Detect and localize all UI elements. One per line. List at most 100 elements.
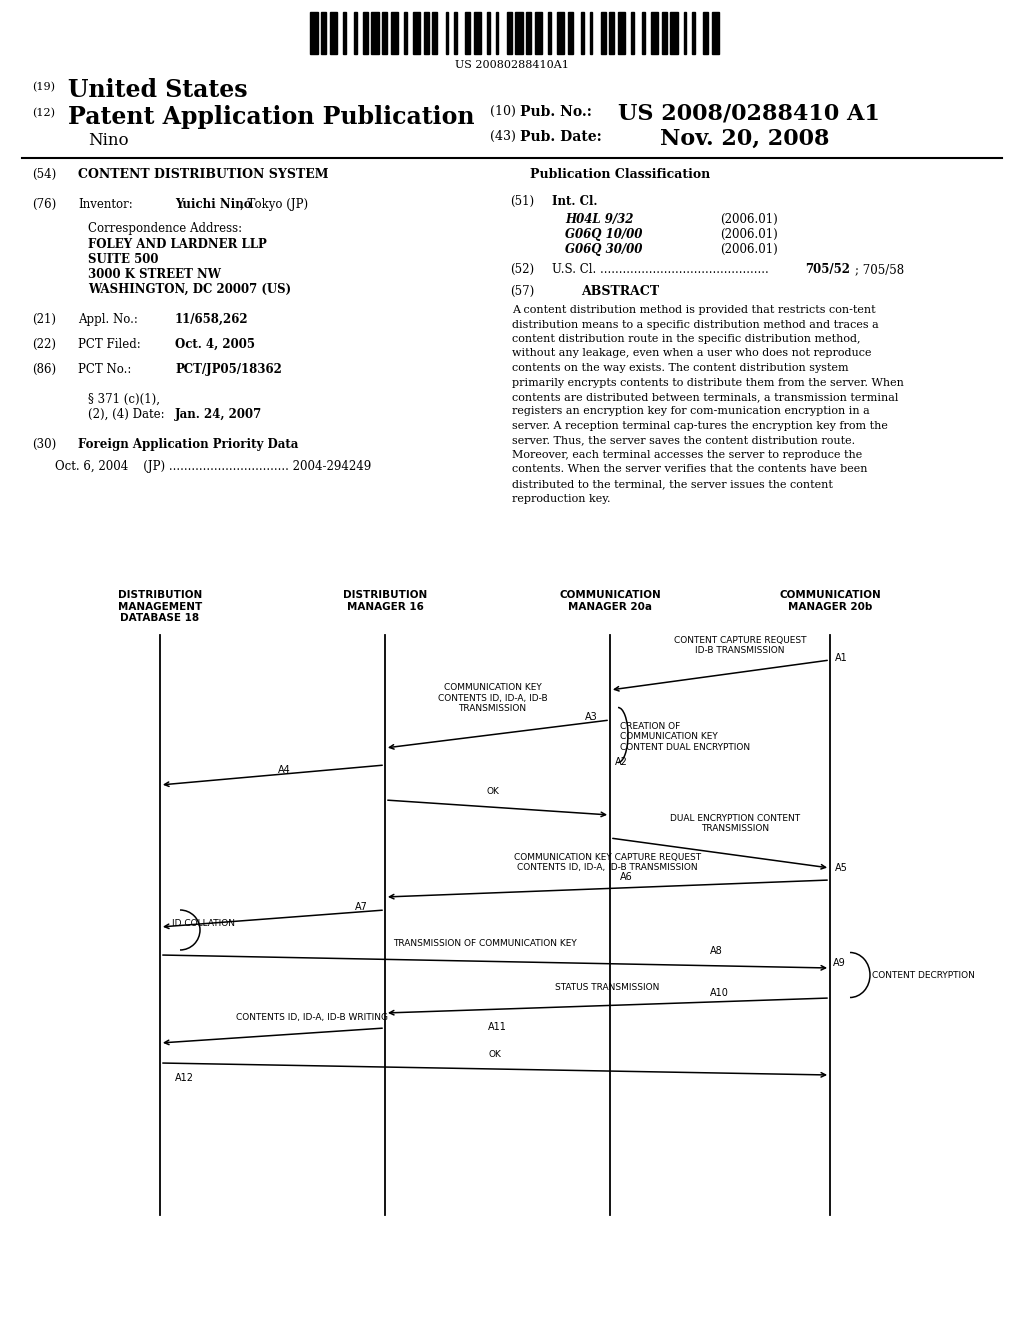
Bar	[617, 12, 625, 54]
Bar	[465, 12, 470, 54]
Text: § 371 (c)(1),: § 371 (c)(1),	[88, 393, 160, 407]
Text: registers an encryption key for com-munication encryption in a: registers an encryption key for com-muni…	[512, 407, 869, 417]
Text: Nino: Nino	[88, 132, 129, 149]
Text: distribution means to a specific distribution method and traces a: distribution means to a specific distrib…	[512, 319, 879, 330]
Text: Int. Cl.: Int. Cl.	[552, 195, 597, 209]
Bar	[712, 12, 719, 54]
Bar	[507, 12, 512, 54]
Bar	[487, 12, 489, 54]
Bar	[567, 12, 572, 54]
Text: A10: A10	[710, 987, 729, 998]
Text: Jan. 24, 2007: Jan. 24, 2007	[175, 408, 262, 421]
Bar	[535, 12, 542, 54]
Text: ; 705/58: ; 705/58	[855, 263, 904, 276]
Bar	[382, 12, 387, 54]
Text: CONTENTS ID, ID-A, ID-B WRITING: CONTENTS ID, ID-A, ID-B WRITING	[237, 1012, 388, 1022]
Bar	[590, 12, 592, 54]
Bar	[515, 12, 522, 54]
Text: A11: A11	[487, 1022, 507, 1032]
Text: DISTRIBUTION
MANAGEMENT
DATABASE 18: DISTRIBUTION MANAGEMENT DATABASE 18	[118, 590, 202, 623]
Text: (51): (51)	[510, 195, 535, 209]
Text: TRANSMISSION OF COMMUNICATION KEY: TRANSMISSION OF COMMUNICATION KEY	[393, 939, 577, 948]
Text: STATUS TRANSMISSION: STATUS TRANSMISSION	[555, 983, 659, 993]
Text: content distribution route in the specific distribution method,: content distribution route in the specif…	[512, 334, 860, 345]
Bar	[321, 12, 326, 54]
Text: COMMUNICATION
MANAGER 20b: COMMUNICATION MANAGER 20b	[779, 590, 881, 611]
Bar	[371, 12, 379, 54]
Bar	[548, 12, 551, 54]
Bar	[310, 12, 317, 54]
Text: server. Thus, the server saves the content distribution route.: server. Thus, the server saves the conte…	[512, 436, 855, 446]
Bar	[390, 12, 398, 54]
Text: G06Q 30/00: G06Q 30/00	[565, 243, 642, 256]
Bar	[362, 12, 368, 54]
Bar	[556, 12, 564, 54]
Text: (43): (43)	[490, 129, 516, 143]
Text: without any leakage, even when a user who does not reproduce: without any leakage, even when a user wh…	[512, 348, 871, 359]
Text: (10): (10)	[490, 106, 516, 117]
Bar	[404, 12, 407, 54]
Bar	[330, 12, 337, 54]
Bar	[631, 12, 634, 54]
Text: United States: United States	[68, 78, 248, 102]
Bar	[454, 12, 457, 54]
Text: A9: A9	[833, 958, 846, 968]
Bar	[642, 12, 644, 54]
Text: (19): (19)	[32, 82, 55, 92]
Text: (2), (4) Date:: (2), (4) Date:	[88, 408, 165, 421]
Text: (30): (30)	[32, 438, 56, 451]
Text: PCT No.:: PCT No.:	[78, 363, 131, 376]
Text: (52): (52)	[510, 263, 535, 276]
Bar	[662, 12, 667, 54]
Text: A5: A5	[835, 863, 848, 873]
Text: G06Q 10/00: G06Q 10/00	[565, 228, 642, 242]
Text: US 2008/0288410 A1: US 2008/0288410 A1	[618, 102, 880, 124]
Text: (54): (54)	[32, 168, 56, 181]
Text: (22): (22)	[32, 338, 56, 351]
Bar	[526, 12, 531, 54]
Text: COMMUNICATION
MANAGER 20a: COMMUNICATION MANAGER 20a	[559, 590, 660, 611]
Text: 705/52: 705/52	[805, 263, 850, 276]
Text: Nov. 20, 2008: Nov. 20, 2008	[660, 128, 829, 150]
Text: COMMUNICATION KEY
CONTENTS ID, ID-A, ID-B
TRANSMISSION: COMMUNICATION KEY CONTENTS ID, ID-A, ID-…	[437, 684, 547, 713]
Text: A12: A12	[175, 1073, 194, 1082]
Text: PCT/JP05/18362: PCT/JP05/18362	[175, 363, 282, 376]
Bar	[683, 12, 686, 54]
Bar	[581, 12, 584, 54]
Text: DISTRIBUTION
MANAGER 16: DISTRIBUTION MANAGER 16	[343, 590, 427, 611]
Text: ID COLLATION: ID COLLATION	[172, 920, 234, 928]
Text: CONTENT DECRYPTION: CONTENT DECRYPTION	[872, 970, 975, 979]
Text: H04L 9/32: H04L 9/32	[565, 213, 634, 226]
Text: , Tokyo (JP): , Tokyo (JP)	[240, 198, 308, 211]
Text: Yuichi Nino: Yuichi Nino	[175, 198, 252, 211]
Text: reproduction key.: reproduction key.	[512, 494, 610, 503]
Text: Correspondence Address:: Correspondence Address:	[88, 222, 242, 235]
Text: Publication Classification: Publication Classification	[529, 168, 710, 181]
Bar	[650, 12, 658, 54]
Text: contents are distributed between terminals, a transmission terminal: contents are distributed between termina…	[512, 392, 898, 403]
Text: A8: A8	[710, 946, 723, 956]
Text: A7: A7	[355, 902, 368, 912]
Bar	[445, 12, 449, 54]
Text: Appl. No.:: Appl. No.:	[78, 313, 138, 326]
Bar	[496, 12, 498, 54]
Text: Foreign Application Priority Data: Foreign Application Priority Data	[78, 438, 298, 451]
Bar	[670, 12, 678, 54]
Text: contents. When the server verifies that the contents have been: contents. When the server verifies that …	[512, 465, 867, 474]
Text: COMMUNICATION KEY CAPTURE REQUEST
CONTENTS ID, ID-A, ID-B TRANSMISSION: COMMUNICATION KEY CAPTURE REQUEST CONTEN…	[514, 853, 701, 873]
Bar	[473, 12, 481, 54]
Text: ABSTRACT: ABSTRACT	[581, 285, 659, 298]
Text: A4: A4	[278, 766, 290, 775]
Text: CREATION OF
COMMUNICATION KEY
CONTENT DUAL ENCRYPTION: CREATION OF COMMUNICATION KEY CONTENT DU…	[620, 722, 751, 752]
Text: OK: OK	[488, 1049, 502, 1059]
Text: A1: A1	[835, 653, 848, 663]
Text: (2006.01): (2006.01)	[720, 243, 778, 256]
Text: (2006.01): (2006.01)	[720, 213, 778, 226]
Text: PCT Filed:: PCT Filed:	[78, 338, 140, 351]
Text: Pub. Date:: Pub. Date:	[520, 129, 602, 144]
Text: DUAL ENCRYPTION CONTENT
TRANSMISSION: DUAL ENCRYPTION CONTENT TRANSMISSION	[670, 813, 800, 833]
Text: (2006.01): (2006.01)	[720, 228, 778, 242]
Text: WASHINGTON, DC 20007 (US): WASHINGTON, DC 20007 (US)	[88, 282, 291, 296]
Text: Pub. No.:: Pub. No.:	[520, 106, 592, 119]
Text: CONTENT CAPTURE REQUEST
ID-B TRANSMISSION: CONTENT CAPTURE REQUEST ID-B TRANSMISSIO…	[674, 636, 806, 655]
